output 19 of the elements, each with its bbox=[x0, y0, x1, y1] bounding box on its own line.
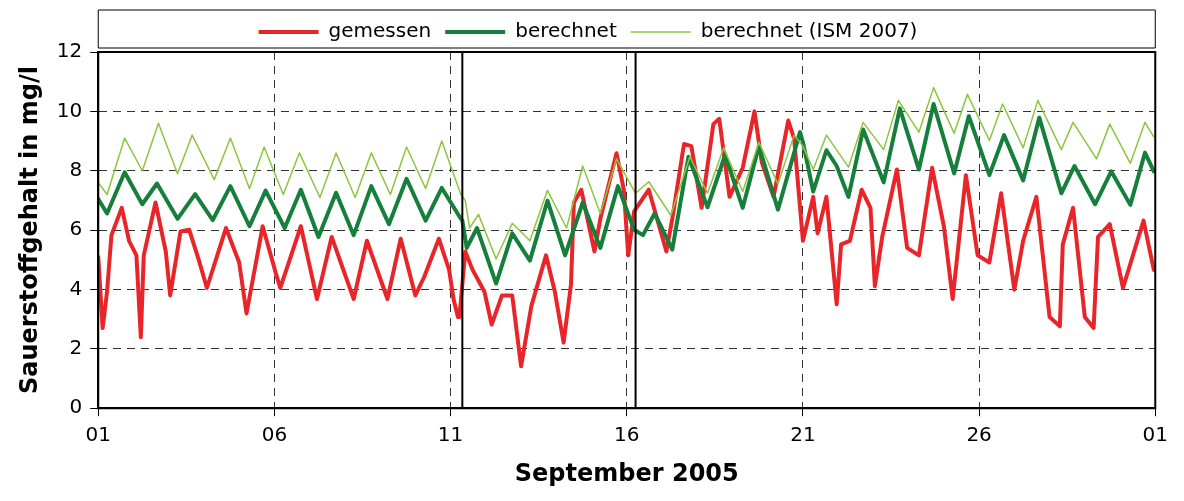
y-tick-label: 4 bbox=[69, 275, 83, 300]
x-tick-label: 01 bbox=[85, 422, 111, 447]
y-tick-label: 8 bbox=[69, 156, 83, 181]
legend-label: berechnet (ISM 2007) bbox=[700, 18, 918, 43]
x-tick-label: 06 bbox=[261, 422, 288, 447]
y-tick-label: 10 bbox=[56, 97, 83, 122]
y-tick-label: 12 bbox=[56, 38, 83, 63]
y-tick-label: 2 bbox=[69, 335, 83, 360]
x-axis-title: September 2005 bbox=[514, 458, 739, 487]
legend-label: berechnet bbox=[515, 18, 617, 43]
x-tick-label: 01 bbox=[1142, 422, 1168, 447]
y-tick-label: 6 bbox=[69, 216, 83, 241]
x-tick-label: 21 bbox=[790, 422, 816, 447]
legend-label: gemessen bbox=[328, 18, 432, 43]
x-tick-label: 26 bbox=[966, 422, 992, 447]
x-tick-label: 16 bbox=[614, 422, 640, 447]
y-tick-label: 0 bbox=[69, 394, 83, 419]
y-axis-title: Sauerstoffgehalt in mg/l bbox=[14, 66, 43, 395]
x-tick-label: 11 bbox=[437, 422, 464, 447]
